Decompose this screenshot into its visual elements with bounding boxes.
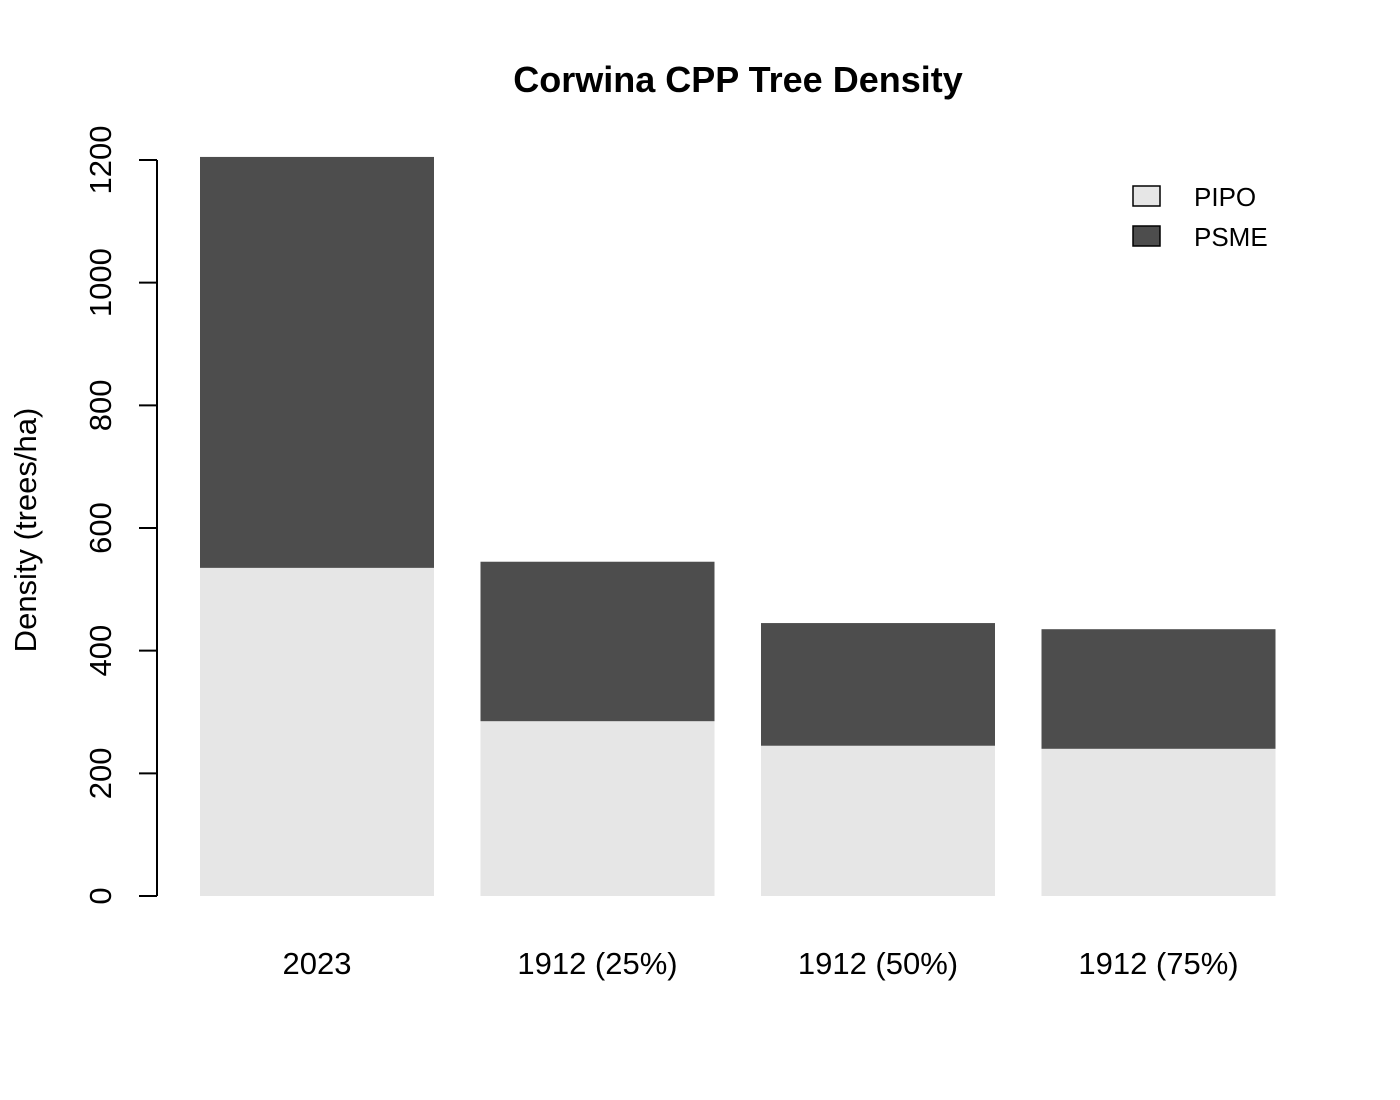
y-tick-label: 800 xyxy=(83,379,118,431)
bar-pipo-1 xyxy=(480,721,715,896)
bar-psme-3 xyxy=(1041,629,1276,749)
legend-label-pipo: PIPO xyxy=(1194,182,1256,212)
y-tick-label: 0 xyxy=(83,887,118,904)
legend-swatch-pipo xyxy=(1132,185,1161,207)
chart-title: Corwina CPP Tree Density xyxy=(513,59,963,100)
bar-psme-2 xyxy=(761,623,995,746)
y-tick-label: 1200 xyxy=(83,126,118,195)
x-tick-label: 2023 xyxy=(283,946,352,981)
y-tick-label: 600 xyxy=(83,502,118,554)
bar-pipo-2 xyxy=(761,745,995,896)
x-tick-label: 1912 (25%) xyxy=(517,946,677,981)
legend-swatch-psme xyxy=(1132,225,1161,247)
bar-psme-1 xyxy=(480,561,715,722)
bars-group xyxy=(200,156,1276,896)
legend: PIPO PSME xyxy=(1132,182,1268,252)
bar-pipo-0 xyxy=(200,567,434,896)
y-tick-label: 1000 xyxy=(83,248,118,317)
y-tick-label: 400 xyxy=(83,625,118,677)
legend-label-psme: PSME xyxy=(1194,222,1268,252)
x-tick-label: 1912 (50%) xyxy=(798,946,958,981)
x-axis-labels: 2023 1912 (25%) 1912 (50%) 1912 (75%) xyxy=(283,946,1239,981)
x-tick-label: 1912 (75%) xyxy=(1078,946,1238,981)
y-axis: 0 200 400 600 800 1000 1200 xyxy=(83,126,158,905)
bar-pipo-3 xyxy=(1041,748,1276,896)
bar-psme-0 xyxy=(200,156,434,568)
y-axis-title: Density (trees/ha) xyxy=(8,408,43,653)
y-tick-label: 200 xyxy=(83,747,118,799)
